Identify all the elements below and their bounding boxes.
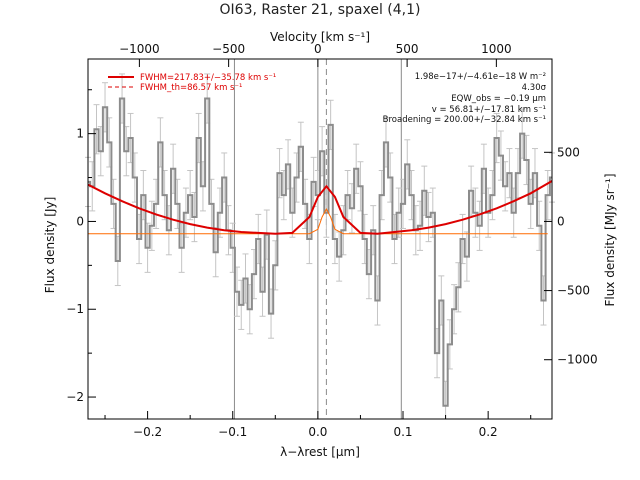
annotation-sigma: 4.30σ — [522, 83, 547, 93]
legend: FWHM=217.83+/−35.78 km s⁻¹ FWHM_th=86.57… — [108, 73, 276, 93]
x2-axis-label: Velocity [km s⁻¹] — [270, 30, 370, 44]
spectrum-histogram — [88, 97, 552, 407]
x2-tick-label: −500 — [212, 42, 245, 56]
axis-ticks: −0.2 −0.1 0.0 0.1 0.2 −2 −1 0 1 −1000 −500 0 500 1000… — [66, 42, 597, 439]
annotation-eqw: EQW_obs = −0.19 μm — [451, 94, 546, 104]
data-series — [87, 97, 553, 407]
y2-tick-label: 500 — [557, 145, 580, 159]
annotation-broadening: Broadening = 200.00+/−32.84 km s⁻¹ — [383, 115, 546, 125]
y-tick-label: 0 — [76, 214, 84, 228]
x-tick-label: 0.0 — [308, 425, 327, 439]
annotation-velocity: v = 56.81+/−17.81 km s⁻¹ — [432, 105, 546, 115]
x2-tick-label: 1000 — [481, 42, 512, 56]
y-tick-label: −1 — [66, 302, 84, 316]
chart-title: OI63, Raster 21, spaxel (4,1) — [220, 2, 421, 18]
x2-tick-label: −1000 — [119, 42, 160, 56]
fit-line — [87, 180, 553, 235]
x-tick-label: 0.1 — [393, 425, 412, 439]
y-axis-label: Flux density [Jy] — [43, 197, 57, 294]
y2-tick-label: 0 — [557, 214, 565, 228]
y-tick-label: −2 — [66, 390, 84, 404]
x-tick-label: −0.2 — [133, 425, 162, 439]
plot-frame — [87, 58, 553, 420]
y2-tick-label: −1000 — [557, 353, 598, 367]
x-tick-label: −0.1 — [218, 425, 247, 439]
x2-tick-label: 0 — [314, 42, 322, 56]
y-tick-label: 1 — [76, 127, 84, 141]
annotations: 1.98e−17+/−4.61e−18 W m⁻² 4.30σ EQW_obs … — [383, 72, 547, 125]
x-axis-label: λ−λrest [μm] — [280, 445, 360, 459]
reference-lines — [233, 59, 402, 419]
x2-tick-label: 500 — [396, 42, 419, 56]
legend-label-fwhm: FWHM=217.83+/−35.78 km s⁻¹ — [140, 73, 276, 83]
y2-axis-label: Flux density [MJy sr⁻¹] — [603, 173, 617, 306]
annotation-flux: 1.98e−17+/−4.61e−18 W m⁻² — [415, 72, 546, 82]
y2-tick-label: −500 — [557, 284, 590, 298]
error-bars — [85, 73, 555, 420]
x-tick-label: 0.2 — [479, 425, 498, 439]
legend-label-fwhm-th: FWHM_th=86.57 km s⁻¹ — [140, 83, 242, 93]
